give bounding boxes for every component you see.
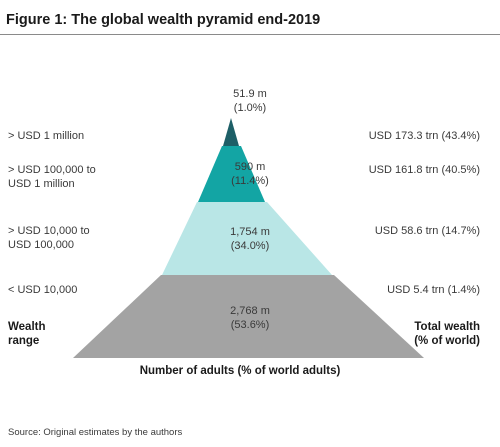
total-wealth-label: Total wealth (% of world) xyxy=(414,321,480,347)
tier-third-wealth: USD 58.6 trn (14.7%) xyxy=(374,225,480,237)
tier-base-wealth: USD 5.4 trn (1.4%) xyxy=(387,284,480,296)
tier-third-adults: 1,754 m (34.0%) xyxy=(230,226,270,252)
tier-base-adults: 2,768 m (53.6%) xyxy=(230,305,270,331)
pyramid-tier-top xyxy=(223,118,239,146)
pyramid-tier-base xyxy=(73,275,424,358)
tier-second-range: > USD 100,000 to USD 1 million xyxy=(8,164,96,190)
tier-top-adults: 51.9 m (1.0%) xyxy=(233,88,267,114)
tier-top-wealth: USD 173.3 trn (43.4%) xyxy=(368,130,480,142)
wealth-range-label: Wealth range xyxy=(8,321,46,347)
tier-second-adults: 590 m (11.4%) xyxy=(231,161,269,187)
tier-second-wealth: USD 161.8 trn (40.5%) xyxy=(368,164,480,176)
source-note: Source: Original estimates by the author… xyxy=(8,427,183,438)
tier-base-range: < USD 10,000 xyxy=(8,284,78,296)
tier-top-range: > USD 1 million xyxy=(8,130,85,142)
tier-third-range: > USD 10,000 to USD 100,000 xyxy=(8,225,90,251)
pyramid-tier-second xyxy=(198,146,265,202)
pyramid-tier-third xyxy=(162,202,332,275)
title-divider xyxy=(0,34,500,35)
figure-title: Figure 1: The global wealth pyramid end-… xyxy=(6,12,321,28)
adults-axis-label: Number of adults (% of world adults) xyxy=(139,365,341,377)
